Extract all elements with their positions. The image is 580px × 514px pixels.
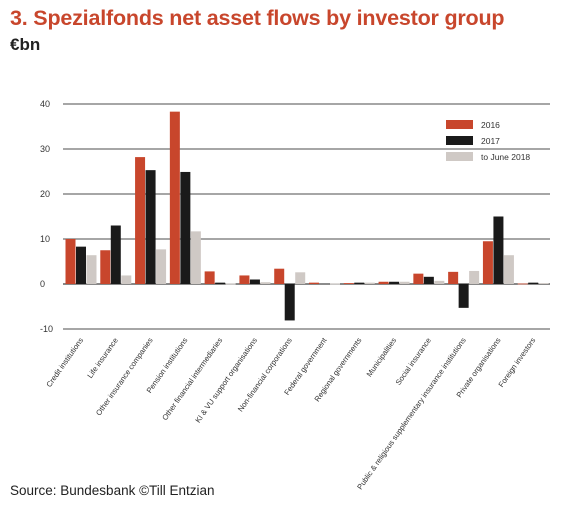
bar <box>364 282 375 284</box>
bar <box>493 216 504 284</box>
y-tick-label: 30 <box>40 144 50 154</box>
x-category-label: Social insurance <box>394 336 433 387</box>
bar <box>249 279 260 284</box>
source-note: Source: Bundesbank ©Till Entzian <box>10 483 215 498</box>
bar <box>65 239 76 284</box>
bar <box>503 255 514 284</box>
bar <box>110 225 121 284</box>
legend-label: 2017 <box>481 136 500 146</box>
x-category-label: KI & VU support organisations <box>193 336 259 425</box>
bar <box>399 281 410 284</box>
bar <box>413 273 424 284</box>
x-category-label: Life insurance <box>85 336 119 380</box>
bar <box>190 231 201 284</box>
bar <box>225 283 236 285</box>
bar <box>389 281 400 284</box>
legend-swatch <box>446 120 473 129</box>
bar <box>239 275 250 284</box>
bar <box>434 280 445 284</box>
y-tick-label: 20 <box>40 189 50 199</box>
bar <box>274 268 285 284</box>
bar <box>215 282 226 284</box>
legend-swatch <box>446 152 473 161</box>
bar <box>448 271 459 284</box>
legend-label: to June 2018 <box>481 152 530 162</box>
bar <box>121 275 132 284</box>
bar <box>156 249 167 284</box>
bar <box>260 282 271 284</box>
bar <box>423 276 434 284</box>
y-tick-label: 0 <box>40 279 45 289</box>
bar <box>319 283 330 285</box>
legend: 2016 2017 to June 2018 <box>446 120 530 162</box>
y-tick-label: 40 <box>40 99 50 109</box>
x-category-label: Credit institutions <box>44 336 85 389</box>
bar <box>378 281 389 284</box>
bar <box>482 241 493 284</box>
bars <box>65 111 549 321</box>
bar <box>86 255 97 284</box>
bar <box>469 270 480 284</box>
bar <box>309 282 319 284</box>
x-category-label: Other financial intermediaries <box>160 336 224 422</box>
bar <box>343 283 354 284</box>
y-tick-label: -10 <box>40 324 53 334</box>
bar <box>145 170 156 284</box>
bar <box>284 284 295 321</box>
bar <box>295 272 306 284</box>
bar <box>354 282 365 284</box>
bar <box>180 171 191 284</box>
bar <box>100 250 111 284</box>
x-category-label: Municipalities <box>365 336 399 379</box>
y-axis-ticks: -10 0 10 20 30 40 <box>40 99 53 334</box>
bar <box>458 284 469 308</box>
bar <box>528 282 539 284</box>
bar <box>538 283 549 284</box>
chart-title: 3. Spezialfonds net asset flows by inves… <box>10 6 505 30</box>
legend-swatch <box>446 136 473 145</box>
legend-label: 2016 <box>481 120 500 130</box>
x-category-label: Foreign investors <box>497 336 538 389</box>
bar <box>76 246 86 284</box>
bar <box>517 283 528 285</box>
bar <box>330 283 340 285</box>
unit-label: €bn <box>10 35 41 54</box>
y-tick-label: 10 <box>40 234 50 244</box>
bar <box>169 111 180 285</box>
bar <box>204 271 215 284</box>
bar <box>135 157 146 284</box>
